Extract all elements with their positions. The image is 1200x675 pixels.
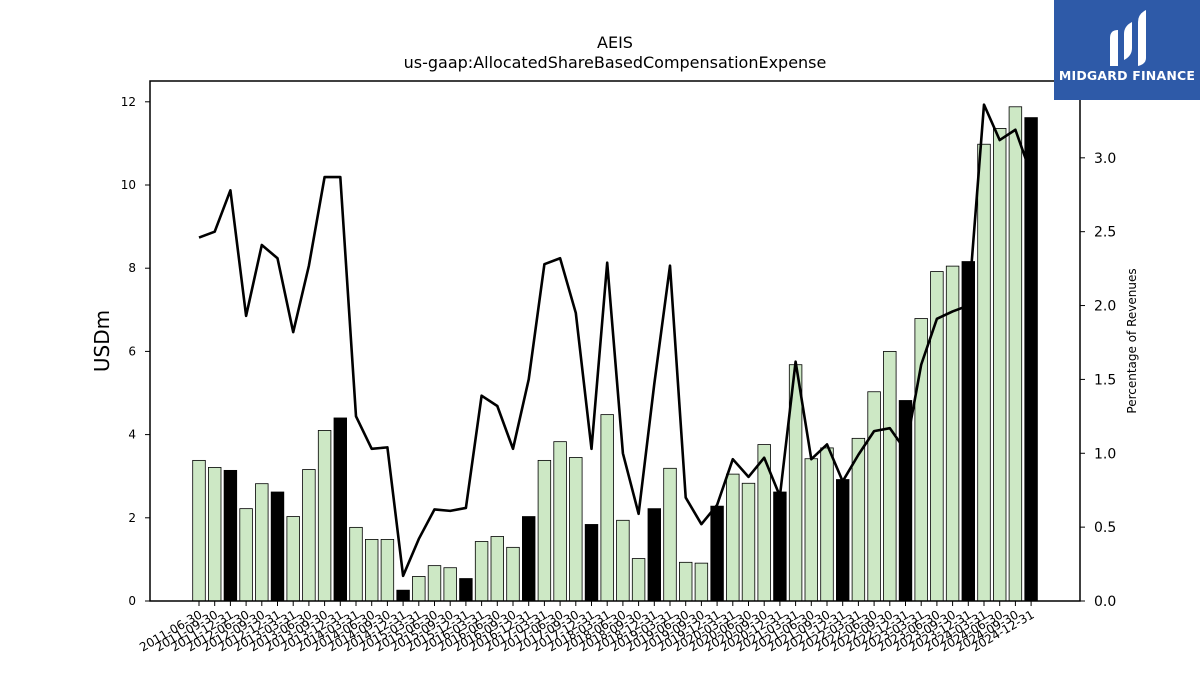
bar: [317, 430, 332, 602]
bar: [207, 467, 222, 602]
bar: [569, 457, 583, 602]
bar: [993, 128, 1007, 602]
bar: [647, 508, 662, 602]
bar: [459, 578, 473, 602]
y-tick-label: 12: [121, 95, 136, 109]
bar: [820, 447, 834, 602]
y-axis-left: 0 2 4 6 8 10 12: [121, 95, 150, 608]
y2-tick-label: 1.5: [1094, 372, 1116, 388]
y-axis-label: USDm: [90, 310, 114, 372]
brand-mark-icon: [1110, 10, 1146, 66]
chart-subtitle: us-gaap:AllocatedShareBasedCompensationE…: [404, 53, 827, 72]
y-tick-label: 8: [128, 261, 136, 275]
bar: [836, 479, 850, 602]
bar: [553, 441, 567, 602]
bar: [506, 546, 520, 602]
bar: [364, 539, 379, 602]
brand-name: MIDGARD FINANCE: [1058, 68, 1196, 83]
bar: [302, 469, 316, 602]
bar: [679, 561, 693, 602]
bar: [474, 541, 489, 602]
brand-logo: MIDGARD FINANCE: [1054, 0, 1200, 100]
y2-tick-label: 1.0: [1094, 446, 1116, 462]
bar: [945, 265, 960, 602]
y2-tick-label: 0.0: [1094, 594, 1116, 610]
bar: [600, 414, 614, 602]
bar: [710, 505, 724, 602]
bar: [333, 417, 348, 602]
bar: [663, 467, 677, 602]
bar: [616, 519, 630, 602]
y2-axis-label: Percentage of Revenues: [1125, 268, 1139, 413]
bar: [396, 589, 410, 602]
y2-tick-label: 3.0: [1094, 151, 1116, 167]
bar: [726, 473, 740, 602]
y-tick-label: 10: [121, 178, 136, 192]
chart-title: AEIS: [597, 33, 633, 52]
percentage-line: [198, 103, 1033, 578]
y-tick-label: 2: [128, 511, 136, 525]
y-tick-label: 4: [128, 428, 136, 442]
bar: [270, 491, 285, 602]
y2-tick-label: 2.5: [1094, 225, 1116, 241]
y2-tick-label: 2.0: [1094, 299, 1116, 315]
bar: [380, 539, 395, 602]
bar: [977, 143, 991, 602]
y-tick-label: 0: [128, 594, 136, 608]
bar: [883, 350, 897, 602]
bar: [631, 558, 646, 602]
bar: [522, 516, 536, 602]
plot-frame: [149, 80, 1081, 602]
bar: [867, 391, 881, 602]
line-series: [198, 103, 1033, 578]
bar: [773, 491, 787, 602]
bar: [537, 459, 552, 602]
bar: [427, 565, 442, 602]
bar: [286, 516, 300, 602]
bar: [443, 567, 457, 602]
x-axis: 2011-06-302011-09-302011-12-312012-06-30…: [137, 601, 1037, 654]
bar: [1024, 117, 1038, 602]
bar: [255, 483, 269, 602]
bar: [961, 261, 976, 602]
bar: [239, 508, 253, 602]
bar: [1008, 106, 1023, 602]
bar: [694, 562, 709, 602]
y-axis-right: 0.0 0.5 1.0 1.5 2.0 2.5 3.0: [1080, 151, 1116, 610]
bar: [349, 526, 363, 602]
bar: [584, 524, 599, 602]
bar: [741, 482, 756, 602]
y-tick-label: 6: [128, 344, 136, 358]
bar: [490, 536, 505, 602]
bar: [192, 459, 206, 602]
bar: [223, 469, 238, 602]
bar: [412, 576, 426, 602]
bar: [804, 458, 819, 602]
y2-tick-label: 0.5: [1094, 520, 1116, 536]
